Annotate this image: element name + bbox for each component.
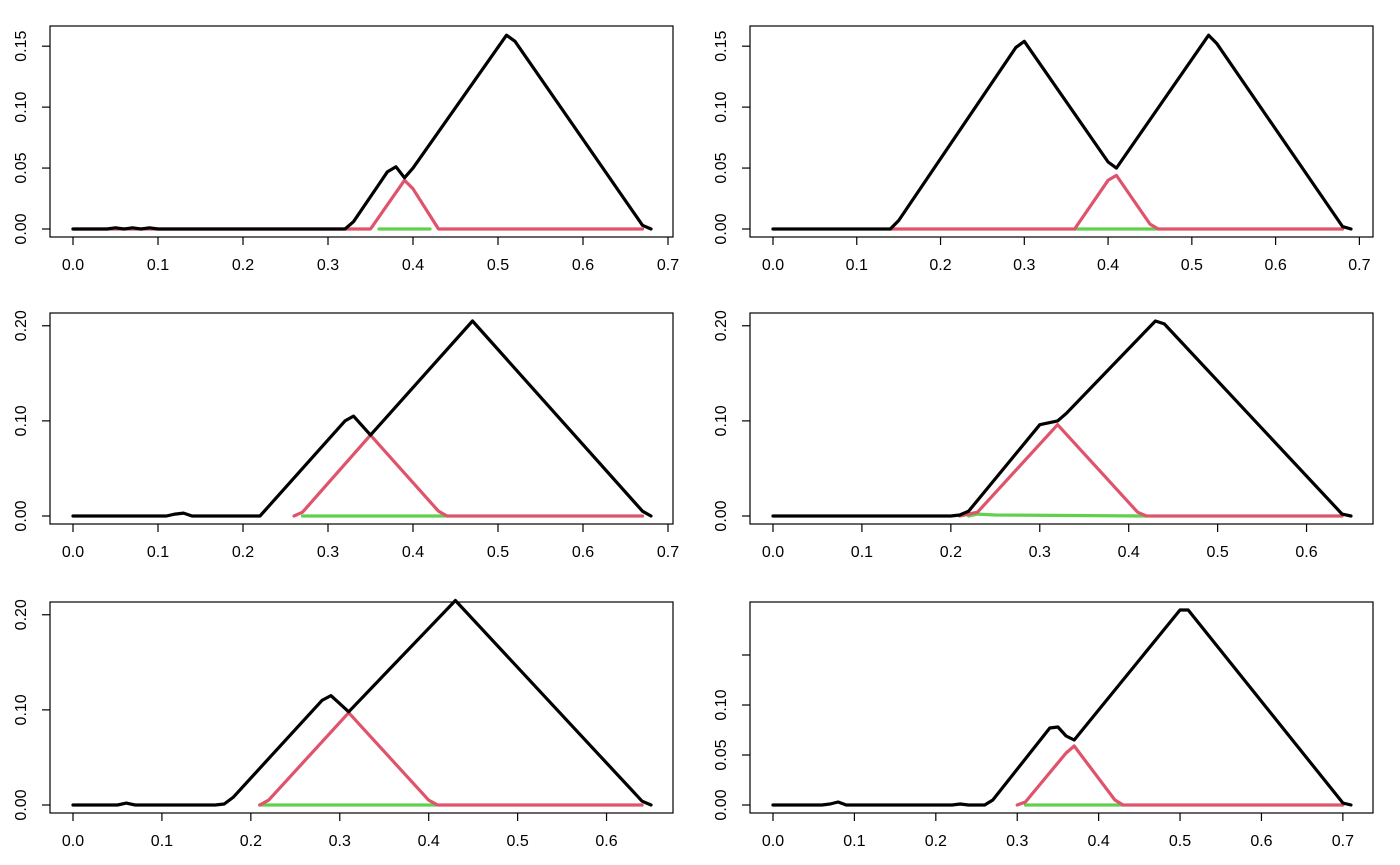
y-tick-label: 0.05 bbox=[13, 152, 30, 183]
y-tick-label: 0.10 bbox=[713, 405, 730, 436]
y-tick-label: 0.05 bbox=[713, 152, 730, 183]
x-tick-label: 0.1 bbox=[147, 257, 169, 274]
panel-6: 0.0 0.1 0.2 0.3 0.4 0.5 0.6 0.7 0.00 0.05 0.10 bbox=[713, 601, 1374, 850]
x-tick-label: 0.0 bbox=[62, 257, 84, 274]
y-tick-label: 0.15 bbox=[713, 31, 730, 62]
y-tick-label: 0.10 bbox=[13, 694, 30, 725]
x-tick-label: 0.2 bbox=[232, 544, 254, 561]
y-tick-label: 0.20 bbox=[713, 310, 730, 341]
x-tick-label: 0.4 bbox=[402, 257, 424, 274]
y-tick-label: 0.10 bbox=[713, 91, 730, 122]
x-tick-label: 0.2 bbox=[929, 257, 951, 274]
x-tick-label: 0.3 bbox=[317, 257, 339, 274]
x-tick-label: 0.4 bbox=[418, 833, 440, 850]
series-line-component-2 bbox=[888, 173, 1345, 231]
x-tick-label: 0.6 bbox=[1250, 833, 1272, 850]
y-tick-label: 0.10 bbox=[13, 91, 30, 122]
y-tick-label: 0.00 bbox=[13, 500, 30, 531]
x-tick-label: 0.4 bbox=[1097, 257, 1119, 274]
x-tick-label: 0.1 bbox=[851, 544, 873, 561]
x-tick-label: 0.0 bbox=[62, 544, 84, 561]
x-tick-label: 0.1 bbox=[151, 833, 173, 850]
x-tick-label: 0.5 bbox=[487, 257, 509, 274]
series-line-component-2 bbox=[958, 423, 1344, 518]
plot-frame bbox=[49, 601, 674, 814]
x-tick-label: 0.0 bbox=[762, 833, 784, 850]
x-tick-label: 0.3 bbox=[1013, 257, 1035, 274]
plot-frame bbox=[49, 25, 674, 238]
x-tick-label: 0.1 bbox=[147, 544, 169, 561]
series-line-total bbox=[771, 319, 1353, 518]
x-tick-label: 0.5 bbox=[506, 833, 528, 850]
x-tick-label: 0.0 bbox=[762, 257, 784, 274]
y-tick-label: 0.10 bbox=[13, 405, 30, 436]
x-tick-label: 0.1 bbox=[846, 257, 868, 274]
x-tick-label: 0.5 bbox=[1181, 257, 1203, 274]
series-line-component-2 bbox=[258, 711, 644, 807]
plot-frame bbox=[749, 25, 1374, 238]
series-line-component-2 bbox=[292, 433, 645, 518]
x-tick-label: 0.5 bbox=[1206, 544, 1228, 561]
series-line-total bbox=[771, 608, 1353, 807]
y-tick-label: 0.10 bbox=[713, 689, 730, 720]
x-tick-label: 0.4 bbox=[1088, 833, 1110, 850]
series-line-total bbox=[71, 33, 653, 231]
x-tick-label: 0.3 bbox=[1006, 833, 1028, 850]
x-tick-label: 0.7 bbox=[657, 544, 679, 561]
series-line-total bbox=[71, 598, 653, 807]
x-tick-label: 0.5 bbox=[487, 544, 509, 561]
y-tick-label: 0.00 bbox=[713, 789, 730, 820]
plot-frame bbox=[749, 312, 1374, 525]
x-tick-label: 0.2 bbox=[240, 833, 262, 850]
x-tick-label: 0.3 bbox=[1029, 544, 1051, 561]
panel-3: 0.0 0.1 0.2 0.3 0.4 0.5 0.6 0.7 0.00 0.10 0.20 bbox=[13, 310, 679, 561]
panel-5: 0.0 0.1 0.2 0.3 0.4 0.5 0.6 0.00 0.10 0.20 bbox=[13, 598, 674, 850]
panel-4: 0.0 0.1 0.2 0.3 0.4 0.5 0.6 0.00 0.10 0.20 bbox=[713, 310, 1374, 561]
x-tick-label: 0.4 bbox=[402, 544, 424, 561]
panel-1: 0.0 0.1 0.2 0.3 0.4 0.5 0.6 0.7 0.00 0.05 0.10 0.15 bbox=[13, 25, 679, 274]
x-tick-label: 0.5 bbox=[1169, 833, 1191, 850]
x-tick-label: 0.6 bbox=[595, 833, 617, 850]
plot-frame bbox=[49, 312, 674, 525]
series-line-total bbox=[771, 33, 1353, 231]
series-line-component-2 bbox=[71, 178, 645, 231]
x-tick-label: 0.0 bbox=[62, 833, 84, 850]
x-tick-label: 0.2 bbox=[232, 257, 254, 274]
y-tick-label: 0.00 bbox=[713, 500, 730, 531]
x-tick-label: 0.1 bbox=[843, 833, 865, 850]
x-tick-label: 0.0 bbox=[762, 544, 784, 561]
series-line-component-3 bbox=[966, 512, 1149, 518]
plot-frame bbox=[749, 601, 1374, 814]
x-tick-label: 0.6 bbox=[1295, 544, 1317, 561]
y-tick-label: 0.05 bbox=[713, 739, 730, 770]
x-tick-label: 0.6 bbox=[572, 257, 594, 274]
x-tick-label: 0.4 bbox=[1118, 544, 1140, 561]
x-tick-label: 0.3 bbox=[317, 544, 339, 561]
x-tick-label: 0.2 bbox=[925, 833, 947, 850]
series-line-component-2 bbox=[1015, 744, 1345, 807]
y-tick-label: 0.20 bbox=[13, 599, 30, 630]
x-tick-label: 0.3 bbox=[329, 833, 351, 850]
y-tick-label: 0.00 bbox=[713, 213, 730, 244]
x-tick-label: 0.7 bbox=[1348, 257, 1370, 274]
x-tick-label: 0.6 bbox=[1264, 257, 1286, 274]
series-line-total bbox=[71, 319, 653, 518]
y-tick-label: 0.15 bbox=[13, 31, 30, 62]
y-tick-label: 0.00 bbox=[13, 789, 30, 820]
y-tick-label: 0.20 bbox=[13, 310, 30, 341]
panel-2: 0.0 0.1 0.2 0.3 0.4 0.5 0.6 0.7 0.00 0.05 0.10 0.15 bbox=[713, 25, 1374, 274]
x-tick-label: 0.7 bbox=[1332, 833, 1354, 850]
x-tick-label: 0.6 bbox=[572, 544, 594, 561]
y-tick-label: 0.00 bbox=[13, 213, 30, 244]
x-tick-label: 0.7 bbox=[657, 257, 679, 274]
x-tick-label: 0.2 bbox=[940, 544, 962, 561]
